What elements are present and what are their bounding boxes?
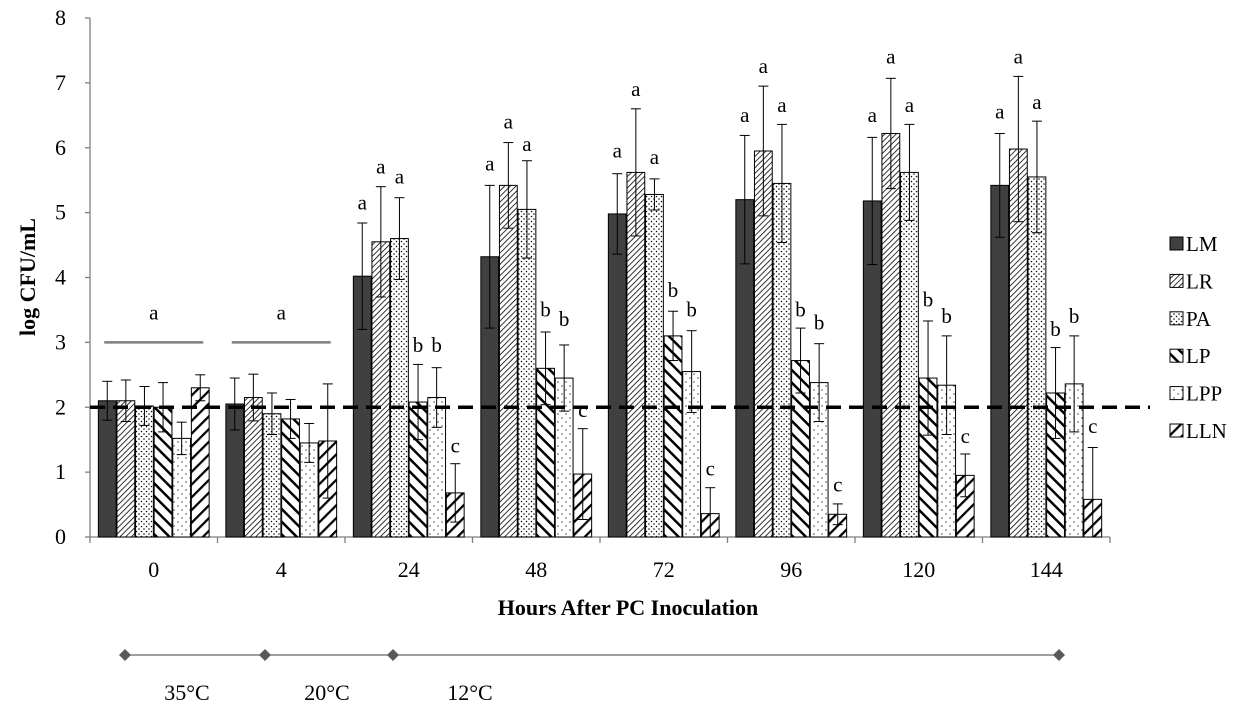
y-tick-label: 1	[55, 459, 66, 484]
temperature-label: 20°C	[304, 680, 349, 705]
bar-lln	[190, 387, 210, 538]
x-tick-label: 0	[148, 557, 159, 582]
bar-lm	[97, 400, 117, 538]
y-tick-label: 8	[55, 5, 66, 30]
x-tick-label: 72	[653, 557, 675, 582]
x-tick-label: 144	[1030, 557, 1063, 582]
significance-letter: a	[868, 103, 878, 127]
significance-letter: a	[777, 93, 787, 117]
significance-letter: a	[277, 301, 287, 325]
temperature-label: 12°C	[447, 680, 492, 705]
bar-lr	[498, 184, 518, 538]
significance-letter: c	[1088, 414, 1097, 438]
bar-lr	[881, 132, 901, 538]
significance-letter: b	[413, 333, 424, 357]
significance-letter: a	[1032, 90, 1042, 114]
significance-letter: b	[540, 297, 551, 321]
temperature-timeline: 35°C 20°C 12°C	[119, 649, 1065, 705]
significance-letter: a	[149, 301, 159, 325]
significance-letter: a	[376, 155, 386, 179]
legend-label-lpp: LPP	[1186, 382, 1222, 406]
y-tick-label: 0	[55, 524, 66, 549]
significance-letter: b	[686, 297, 697, 321]
bar-lm	[607, 213, 627, 538]
legend-label-pa: PA	[1186, 307, 1212, 331]
significance-letter: b	[668, 278, 679, 302]
significance-letter: a	[504, 109, 514, 133]
legend-label-lln: LLN	[1186, 419, 1227, 443]
x-tick-label: 48	[525, 557, 547, 582]
significance-letter: a	[905, 93, 915, 117]
significance-letter: b	[923, 288, 934, 312]
timeline-marker	[387, 649, 399, 661]
significance-letter: c	[833, 473, 842, 497]
temperature-label: 35°C	[164, 680, 209, 705]
y-axis-title: log CFU/mL	[15, 218, 40, 336]
legend-swatch-lr	[1169, 273, 1184, 288]
y-tick-label: 2	[55, 394, 66, 419]
significance-letter: c	[451, 434, 460, 458]
significance-letter: a	[485, 151, 495, 175]
significance-letter: c	[961, 424, 970, 448]
significance-letter: a	[740, 103, 750, 127]
significance-letter: b	[941, 304, 952, 328]
y-tick-label: 4	[55, 265, 66, 290]
significance-letter: a	[631, 77, 641, 101]
x-tick-label: 96	[780, 557, 802, 582]
significance-letter: a	[613, 138, 623, 162]
significance-letter: b	[1050, 317, 1061, 341]
y-tick-label: 5	[55, 200, 66, 225]
legend-swatch-lln	[1169, 423, 1184, 438]
y-tick-label: 3	[55, 329, 66, 354]
x-tick-label: 4	[276, 557, 287, 582]
significance-letter: b	[1069, 304, 1080, 328]
error-bars	[102, 75, 1098, 538]
significance-letter: a	[995, 100, 1005, 124]
legend-label-lm: LM	[1186, 232, 1218, 256]
significance-letter: a	[650, 145, 660, 169]
bar-lp	[663, 335, 683, 538]
timeline-marker	[119, 649, 131, 661]
legend-swatch-lm	[1169, 236, 1184, 251]
significance-letter: b	[795, 297, 806, 321]
legend-label-lr: LR	[1186, 269, 1213, 293]
x-axis-ticks: 0 4 24 48 72 96 120 144	[89, 537, 1111, 582]
significance-letter: a	[886, 44, 896, 68]
y-tick-label: 6	[55, 135, 66, 160]
significance-letter: b	[431, 333, 442, 357]
x-tick-label: 24	[398, 557, 420, 582]
legend-swatch-lpp	[1169, 386, 1184, 401]
bar-pa	[645, 193, 664, 538]
x-tick-label: 120	[902, 557, 935, 582]
bar-series-group	[97, 132, 1103, 538]
significance-letter: a	[358, 190, 368, 214]
significance-letter: a	[1014, 44, 1024, 68]
legend: LM LR PA LP LPP LLN	[1169, 232, 1227, 443]
bar-pa	[900, 171, 919, 538]
bar-pa	[390, 238, 409, 538]
timeline-marker	[259, 649, 271, 661]
significance-letter: c	[706, 456, 715, 480]
significance-letter: a	[522, 132, 532, 156]
legend-swatch-lp	[1169, 348, 1184, 363]
bar-lm	[990, 184, 1010, 538]
legend-swatch-pa	[1169, 311, 1184, 326]
significance-letter: a	[395, 164, 405, 188]
y-axis-ticks: 0 1 2 3 4 5 6 7 8	[55, 5, 90, 549]
timeline-marker	[1053, 649, 1065, 661]
y-tick-label: 7	[55, 70, 66, 95]
significance-letter: c	[578, 398, 587, 422]
significance-letter: b	[814, 310, 825, 334]
significance-letter: a	[759, 54, 769, 78]
x-axis-title: Hours After PC Inoculation	[498, 595, 759, 620]
significance-letter: b	[559, 307, 570, 331]
legend-label-lp: LP	[1186, 344, 1211, 368]
